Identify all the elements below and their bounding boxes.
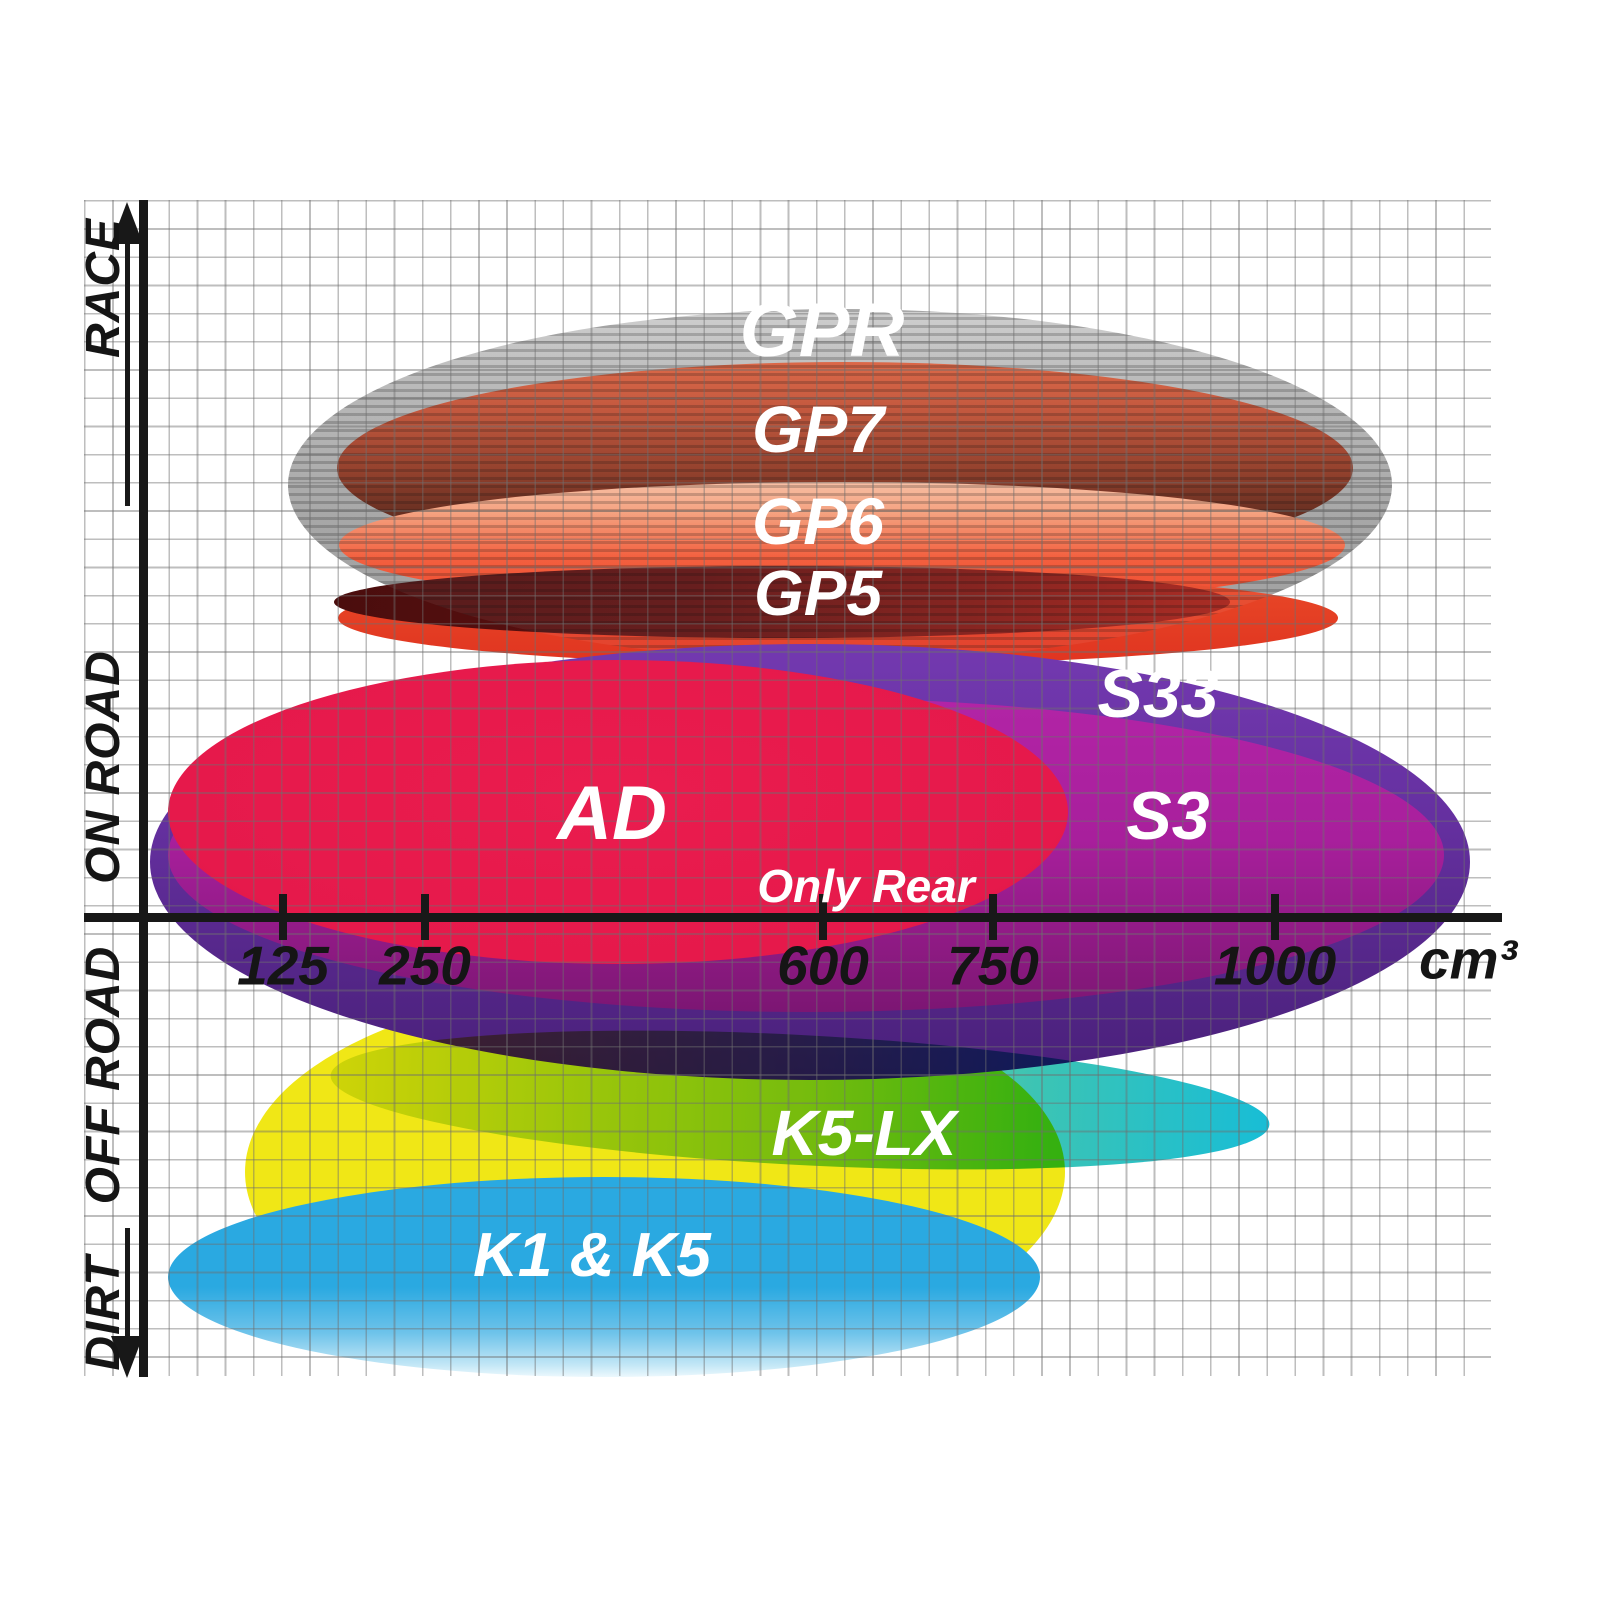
k5lx-label: K5-LX — [771, 1097, 957, 1169]
x-tick-label-250: 250 — [379, 934, 471, 997]
x-tick-label-125: 125 — [237, 934, 329, 997]
zone-label-race: RACE — [77, 217, 130, 359]
s33-label: S33 — [1097, 656, 1219, 732]
zone-label-off-road: OFF ROAD — [77, 945, 130, 1205]
x-tick-label-1000: 1000 — [1213, 934, 1337, 997]
y-axis-line — [139, 200, 148, 1377]
zone-label-dirt: DIRT — [77, 1255, 130, 1371]
gp5-ellipse — [334, 566, 1230, 638]
race-arrow-up-icon — [111, 202, 143, 244]
x-tick-label-600: 600 — [777, 934, 869, 997]
x-tick-750 — [989, 894, 997, 940]
x-tick-1000 — [1271, 894, 1279, 940]
x-tick-250 — [421, 894, 429, 940]
dirt-arrow-down-icon — [111, 1336, 143, 1378]
race-arrow-up-shaft — [125, 238, 130, 506]
k1k5-label: K1 & K5 — [473, 1221, 711, 1290]
gpr-stripe-overlay — [288, 309, 1392, 661]
s3-label: S3 — [1126, 778, 1210, 854]
dirt-arrow-down-shaft — [125, 1228, 130, 1340]
gp6-label: GP6 — [751, 484, 885, 558]
x-axis-unit-label: cm³ — [1419, 928, 1517, 991]
k1k5-ellipse — [168, 1177, 1040, 1377]
x-tick-125 — [279, 894, 287, 940]
zone-label-on-road: ON ROAD — [77, 650, 130, 884]
gpr-label: GPR — [739, 288, 905, 373]
ad-label: AD — [557, 771, 667, 856]
x-tick-label-750: 750 — [947, 934, 1039, 997]
x-tick-600 — [819, 894, 827, 940]
gp7-label: GP7 — [751, 392, 885, 466]
gp5-label: GP5 — [753, 557, 883, 629]
x-axis-line — [84, 913, 1502, 922]
only-rear-label: Only Rear — [757, 860, 975, 912]
